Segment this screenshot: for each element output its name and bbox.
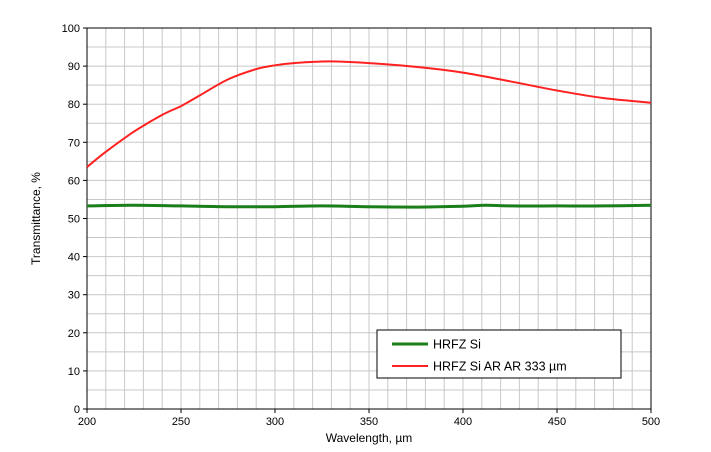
y-tick-label: 30 [68,290,80,302]
y-tick-label: 50 [68,214,80,226]
y-tick-label: 20 [68,328,80,340]
series-line-0 [86,203,652,209]
axis-ticks: 200 250 300 350 400 450 500 0 10 20 30 40 50 60 70 80 90… [62,23,661,428]
y-tick-label: 60 [68,175,80,187]
x-tick-label: 500 [642,416,660,428]
y-tick-label: 90 [68,61,80,73]
y-tick-label: 10 [68,366,80,378]
series-layer [86,60,652,209]
x-tick-label: 350 [360,416,378,428]
series-line-1 [86,60,652,168]
y-tick-label: 40 [68,252,80,264]
legend-label-hrfz-si: HRFZ Si [433,338,481,352]
y-axis-title: Transmittance, % [29,172,43,265]
x-tick-label: 250 [172,416,190,428]
y-tick-label: 80 [68,99,80,111]
y-tick-label: 100 [62,23,80,35]
y-tick-label: 70 [68,137,80,149]
y-tick-label: 0 [74,404,80,416]
x-tick-label: 450 [548,416,566,428]
x-tick-label: 200 [78,416,96,428]
x-tick-label: 400 [454,416,472,428]
legend-label-hrfz-si-ar: HRFZ Si AR AR 333 µm [433,360,567,374]
x-axis-title: Wavelength, µm [326,431,413,445]
legend: HRFZ Si HRFZ Si AR AR 333 µm [376,329,622,379]
legend-box [376,329,622,379]
x-tick-label: 300 [266,416,284,428]
